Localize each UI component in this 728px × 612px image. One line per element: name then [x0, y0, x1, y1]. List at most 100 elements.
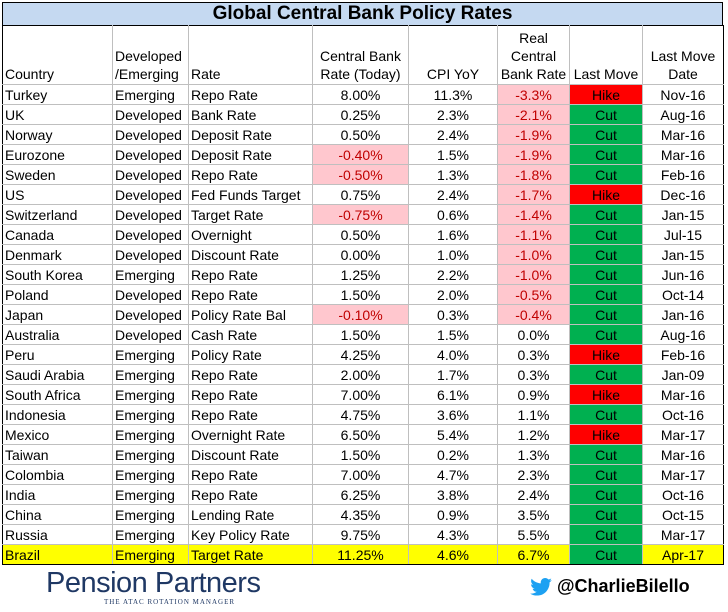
rate-name-cell: Repo Rate — [188, 84, 313, 105]
last-move-date-cell: Mar-17 — [642, 524, 724, 545]
last-move-date-cell: Nov-16 — [642, 84, 724, 105]
last-move-date-cell: Dec-16 — [642, 184, 724, 205]
table-row: South Africa Emerging Repo Rate 7.00% 6.1% 0.… — [2, 384, 724, 405]
real-rate-cell: 5.5% — [497, 524, 570, 545]
cpi-cell: 2.4% — [408, 184, 498, 205]
last-move-cell: Cut — [569, 324, 643, 345]
country-cell: Russia — [2, 524, 113, 545]
central-bank-rate-cell: 7.00% — [312, 464, 409, 485]
developed-emerging-cell: Developed — [112, 144, 189, 165]
last-move-cell: Hike — [569, 384, 643, 405]
last-move-cell: Hike — [569, 344, 643, 365]
rate-name-cell: Discount Rate — [188, 244, 313, 265]
cpi-cell: 4.3% — [408, 524, 498, 545]
table-row: Indonesia Emerging Repo Rate 4.75% 3.6% 1.1% C… — [2, 404, 724, 425]
last-move-date-cell: Mar-17 — [642, 464, 724, 485]
cpi-cell: 1.7% — [408, 364, 498, 385]
real-rate-cell: -2.1% — [497, 104, 570, 125]
central-bank-rate-cell: 4.35% — [312, 504, 409, 525]
central-bank-rate-cell: 4.25% — [312, 344, 409, 365]
cpi-cell: 11.3% — [408, 84, 498, 105]
developed-emerging-cell: Emerging — [112, 384, 189, 405]
real-rate-cell: -1.1% — [497, 224, 570, 245]
table-row: UK Developed Bank Rate 0.25% 2.3% -2.1% Cut Aug… — [2, 104, 724, 125]
central-bank-rate-cell: 0.25% — [312, 104, 409, 125]
cpi-cell: 4.0% — [408, 344, 498, 365]
cpi-cell: 0.9% — [408, 504, 498, 525]
real-rate-cell: -1.0% — [497, 264, 570, 285]
last-move-cell: Cut — [569, 404, 643, 425]
real-rate-cell: 1.3% — [497, 444, 570, 465]
country-cell: Eurozone — [2, 144, 113, 165]
real-rate-cell: 0.0% — [497, 324, 570, 345]
country-cell: Sweden — [2, 164, 113, 185]
last-move-date-cell: Mar-16 — [642, 444, 724, 465]
cpi-cell: 5.4% — [408, 424, 498, 445]
last-move-cell: Cut — [569, 484, 643, 505]
country-cell: Peru — [2, 344, 113, 365]
central-bank-rate-cell: 7.00% — [312, 384, 409, 405]
developed-emerging-cell: Emerging — [112, 264, 189, 285]
twitter-handle: @CharlieBilello — [557, 576, 690, 596]
header-last-move-date: Last Move Date — [642, 25, 724, 85]
cpi-cell: 0.2% — [408, 444, 498, 465]
last-move-cell: Cut — [569, 524, 643, 545]
developed-emerging-cell: Emerging — [112, 344, 189, 365]
country-cell: Mexico — [2, 424, 113, 445]
header-central-bank-rate: Central Bank Rate (Today) — [312, 25, 409, 85]
cpi-cell: 6.1% — [408, 384, 498, 405]
developed-emerging-cell: Emerging — [112, 524, 189, 545]
cpi-cell: 4.7% — [408, 464, 498, 485]
country-cell: Saudi Arabia — [2, 364, 113, 385]
last-move-cell: Cut — [569, 244, 643, 265]
last-move-date-cell: Jan-15 — [642, 204, 724, 225]
country-cell: South Korea — [2, 264, 113, 285]
country-cell: Denmark — [2, 244, 113, 265]
developed-emerging-cell: Developed — [112, 124, 189, 145]
last-move-cell: Cut — [569, 544, 643, 565]
country-cell: China — [2, 504, 113, 525]
real-rate-cell: 2.3% — [497, 464, 570, 485]
rate-name-cell: Repo Rate — [188, 484, 313, 505]
last-move-cell: Cut — [569, 364, 643, 385]
last-move-date-cell: Apr-17 — [642, 544, 724, 565]
table-row: Mexico Emerging Overnight Rate 6.50% 5.4% 1.2… — [2, 424, 724, 445]
last-move-date-cell: Jan-09 — [642, 364, 724, 385]
header-last-move: Last Move — [569, 25, 643, 85]
last-move-date-cell: Jan-15 — [642, 244, 724, 265]
header-real-rate: Real Central Bank Rate — [497, 25, 570, 85]
central-bank-rate-cell: 1.50% — [312, 444, 409, 465]
developed-emerging-cell: Developed — [112, 104, 189, 125]
country-cell: Poland — [2, 284, 113, 305]
developed-emerging-cell: Emerging — [112, 424, 189, 445]
rate-name-cell: Deposit Rate — [188, 144, 313, 165]
table-row: Eurozone Developed Deposit Rate -0.40% 1.5% -… — [2, 144, 724, 165]
header-developed-emerging: Developed /Emerging — [112, 25, 189, 85]
cpi-cell: 3.8% — [408, 484, 498, 505]
developed-emerging-cell: Developed — [112, 244, 189, 265]
table-row: Norway Developed Deposit Rate 0.50% 2.4% -1.9… — [2, 124, 724, 145]
last-move-cell: Cut — [569, 164, 643, 185]
real-rate-cell: 0.9% — [497, 384, 570, 405]
real-rate-cell: -1.8% — [497, 164, 570, 185]
developed-emerging-cell: Emerging — [112, 464, 189, 485]
country-cell: Switzerland — [2, 204, 113, 225]
country-cell: Taiwan — [2, 444, 113, 465]
developed-emerging-cell: Emerging — [112, 84, 189, 105]
rate-name-cell: Repo Rate — [188, 384, 313, 405]
rate-name-cell: Repo Rate — [188, 284, 313, 305]
developed-emerging-cell: Developed — [112, 304, 189, 325]
header-country: Country — [2, 25, 113, 85]
central-bank-rate-cell: 1.50% — [312, 324, 409, 345]
country-cell: Australia — [2, 324, 113, 345]
rate-name-cell: Key Policy Rate — [188, 524, 313, 545]
last-move-date-cell: Oct-14 — [642, 284, 724, 305]
cpi-cell: 2.4% — [408, 124, 498, 145]
central-bank-rate-cell: 9.75% — [312, 524, 409, 545]
rate-name-cell: Discount Rate — [188, 444, 313, 465]
last-move-cell: Cut — [569, 104, 643, 125]
central-bank-rate-cell: 6.50% — [312, 424, 409, 445]
last-move-date-cell: Feb-16 — [642, 344, 724, 365]
table-body: Turkey Emerging Repo Rate 8.00% 11.3% -3.3% Hi… — [2, 84, 724, 565]
country-cell: Norway — [2, 124, 113, 145]
